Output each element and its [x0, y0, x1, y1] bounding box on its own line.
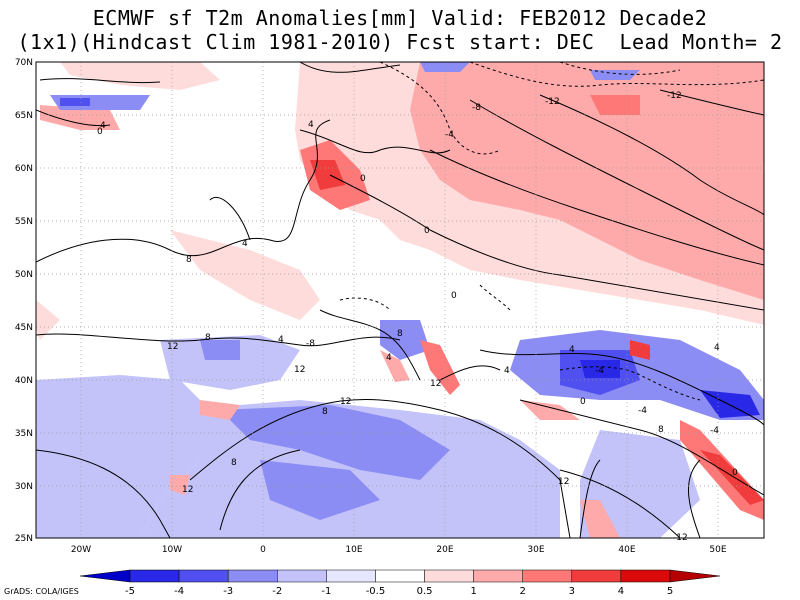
contour-label: -4	[638, 406, 647, 416]
contour-label: 8	[205, 333, 211, 343]
contour-label: 4	[386, 353, 392, 363]
colorbar-label: -0.5	[366, 586, 386, 597]
colorbar-label: -4	[174, 586, 184, 597]
colorbar-label: 3	[569, 586, 575, 597]
colorbar-swatch	[522, 569, 573, 583]
lon-tick-label: 10E	[345, 545, 362, 555]
contour-label: 0	[451, 291, 457, 301]
lon-tick-label: 40E	[618, 545, 635, 555]
colorbar-swatch	[375, 569, 425, 583]
colorbar-label: -2	[272, 586, 282, 597]
contour-label: 0	[580, 397, 586, 407]
lon-tick-label: 10W	[162, 545, 182, 555]
lon-tick-label: 20E	[436, 545, 453, 555]
contour-label: 4	[308, 120, 314, 130]
colorbar-swatch	[227, 569, 278, 583]
title-line-1: ECMWF sf T2m Anomalies[mm] Valid: FEB201…	[92, 6, 708, 30]
contour-label: 4	[569, 345, 575, 355]
lat-tick-label: 40N	[15, 376, 33, 386]
lat-tick-label: 65N	[15, 111, 33, 121]
colorbar-label: 0.5	[417, 586, 433, 597]
contour-label: 12	[294, 365, 305, 375]
contour-label: -12	[667, 91, 682, 101]
contour-label: 4	[714, 343, 720, 353]
colorbar-label: 1	[470, 586, 476, 597]
contour-label: -4	[445, 130, 454, 140]
colorbar-label: 2	[520, 586, 526, 597]
colorbar-min-arrow	[79, 569, 131, 583]
lat-tick-label: 25N	[15, 534, 33, 544]
colorbar-label: -5	[125, 586, 135, 597]
contour-label: 8	[322, 407, 328, 417]
contour-label: 8	[186, 255, 192, 265]
colorbar-label: -1	[321, 586, 331, 597]
contour-label: 0	[360, 174, 366, 184]
colorbar-swatch	[129, 569, 180, 583]
lat-tick-label: 60N	[15, 164, 33, 174]
lon-axis: 20W 10W 0 10E 20E 30E 40E 50E	[71, 545, 727, 555]
colorbar-swatch	[178, 569, 229, 583]
contour-labels: 4 0 4 0 -8 -12 -12 -4 0 4 8 0 12 8 4 -8 …	[97, 91, 738, 543]
contour-label: 4	[242, 239, 248, 249]
colorbar-label: 4	[618, 586, 624, 597]
contour-label: 0	[97, 127, 103, 137]
contour-label: 4	[504, 366, 510, 376]
lat-tick-label: 30N	[15, 482, 33, 492]
colorbar-swatch	[571, 569, 622, 583]
colorbar-swatch	[620, 569, 671, 583]
negative-contours	[339, 62, 764, 401]
contour-label: 8	[397, 329, 403, 339]
contour-label: -12	[545, 97, 560, 107]
lat-axis: 70N 65N 60N 55N 50N 45N 40N 35N 30N 25N	[15, 58, 33, 544]
colorbar-swatch	[277, 569, 327, 583]
contour-label: 0	[424, 226, 430, 236]
lat-tick-label: 35N	[15, 429, 33, 439]
lon-tick-label: 0	[260, 545, 266, 555]
contour-label: 4	[278, 335, 284, 345]
shaded-anomalies	[36, 62, 764, 538]
lat-tick-label: 50N	[15, 270, 33, 280]
contour-label: 12	[340, 397, 351, 407]
lon-tick-label: 30E	[527, 545, 544, 555]
contour-label: 12	[558, 477, 569, 487]
colorbar-swatch	[326, 569, 376, 583]
contour-label: -8	[306, 339, 315, 349]
contour-label: 8	[231, 458, 237, 468]
colorbar-swatch	[473, 569, 523, 583]
lat-tick-label: 55N	[15, 217, 33, 227]
colorbar-swatch	[424, 569, 474, 583]
contour-label: 4	[100, 121, 106, 131]
contour-label: 12	[167, 342, 178, 352]
contour-label: 0	[732, 468, 738, 478]
contour-label: 8	[658, 425, 664, 435]
lon-tick-label: 20W	[71, 545, 91, 555]
contour-label: 12	[182, 485, 193, 495]
contour-label: -4	[595, 366, 604, 376]
colorbar: -5 -4 -3 -2 -1 -0.5 0.5 1 2 3 4 5	[79, 569, 721, 597]
contour-label: -4	[710, 426, 719, 436]
grid	[36, 62, 764, 538]
colorbar-label: 5	[667, 586, 673, 597]
lat-tick-label: 70N	[15, 58, 33, 68]
colorbar-max-arrow	[669, 569, 721, 583]
lat-tick-label: 45N	[15, 323, 33, 333]
contour-label: -12	[673, 533, 688, 543]
lon-tick-label: 50E	[709, 545, 726, 555]
contour-lines	[36, 62, 764, 538]
contour-label: 12	[430, 379, 441, 389]
colorbar-label: -3	[223, 586, 233, 597]
title-line-2: (1x1)(Hindcast Clim 1981-2010) Fcst star…	[17, 30, 783, 54]
plot-frame	[35, 61, 765, 539]
credit-text: GrADS: COLA/IGES	[4, 587, 79, 596]
contour-label: -8	[472, 103, 481, 113]
